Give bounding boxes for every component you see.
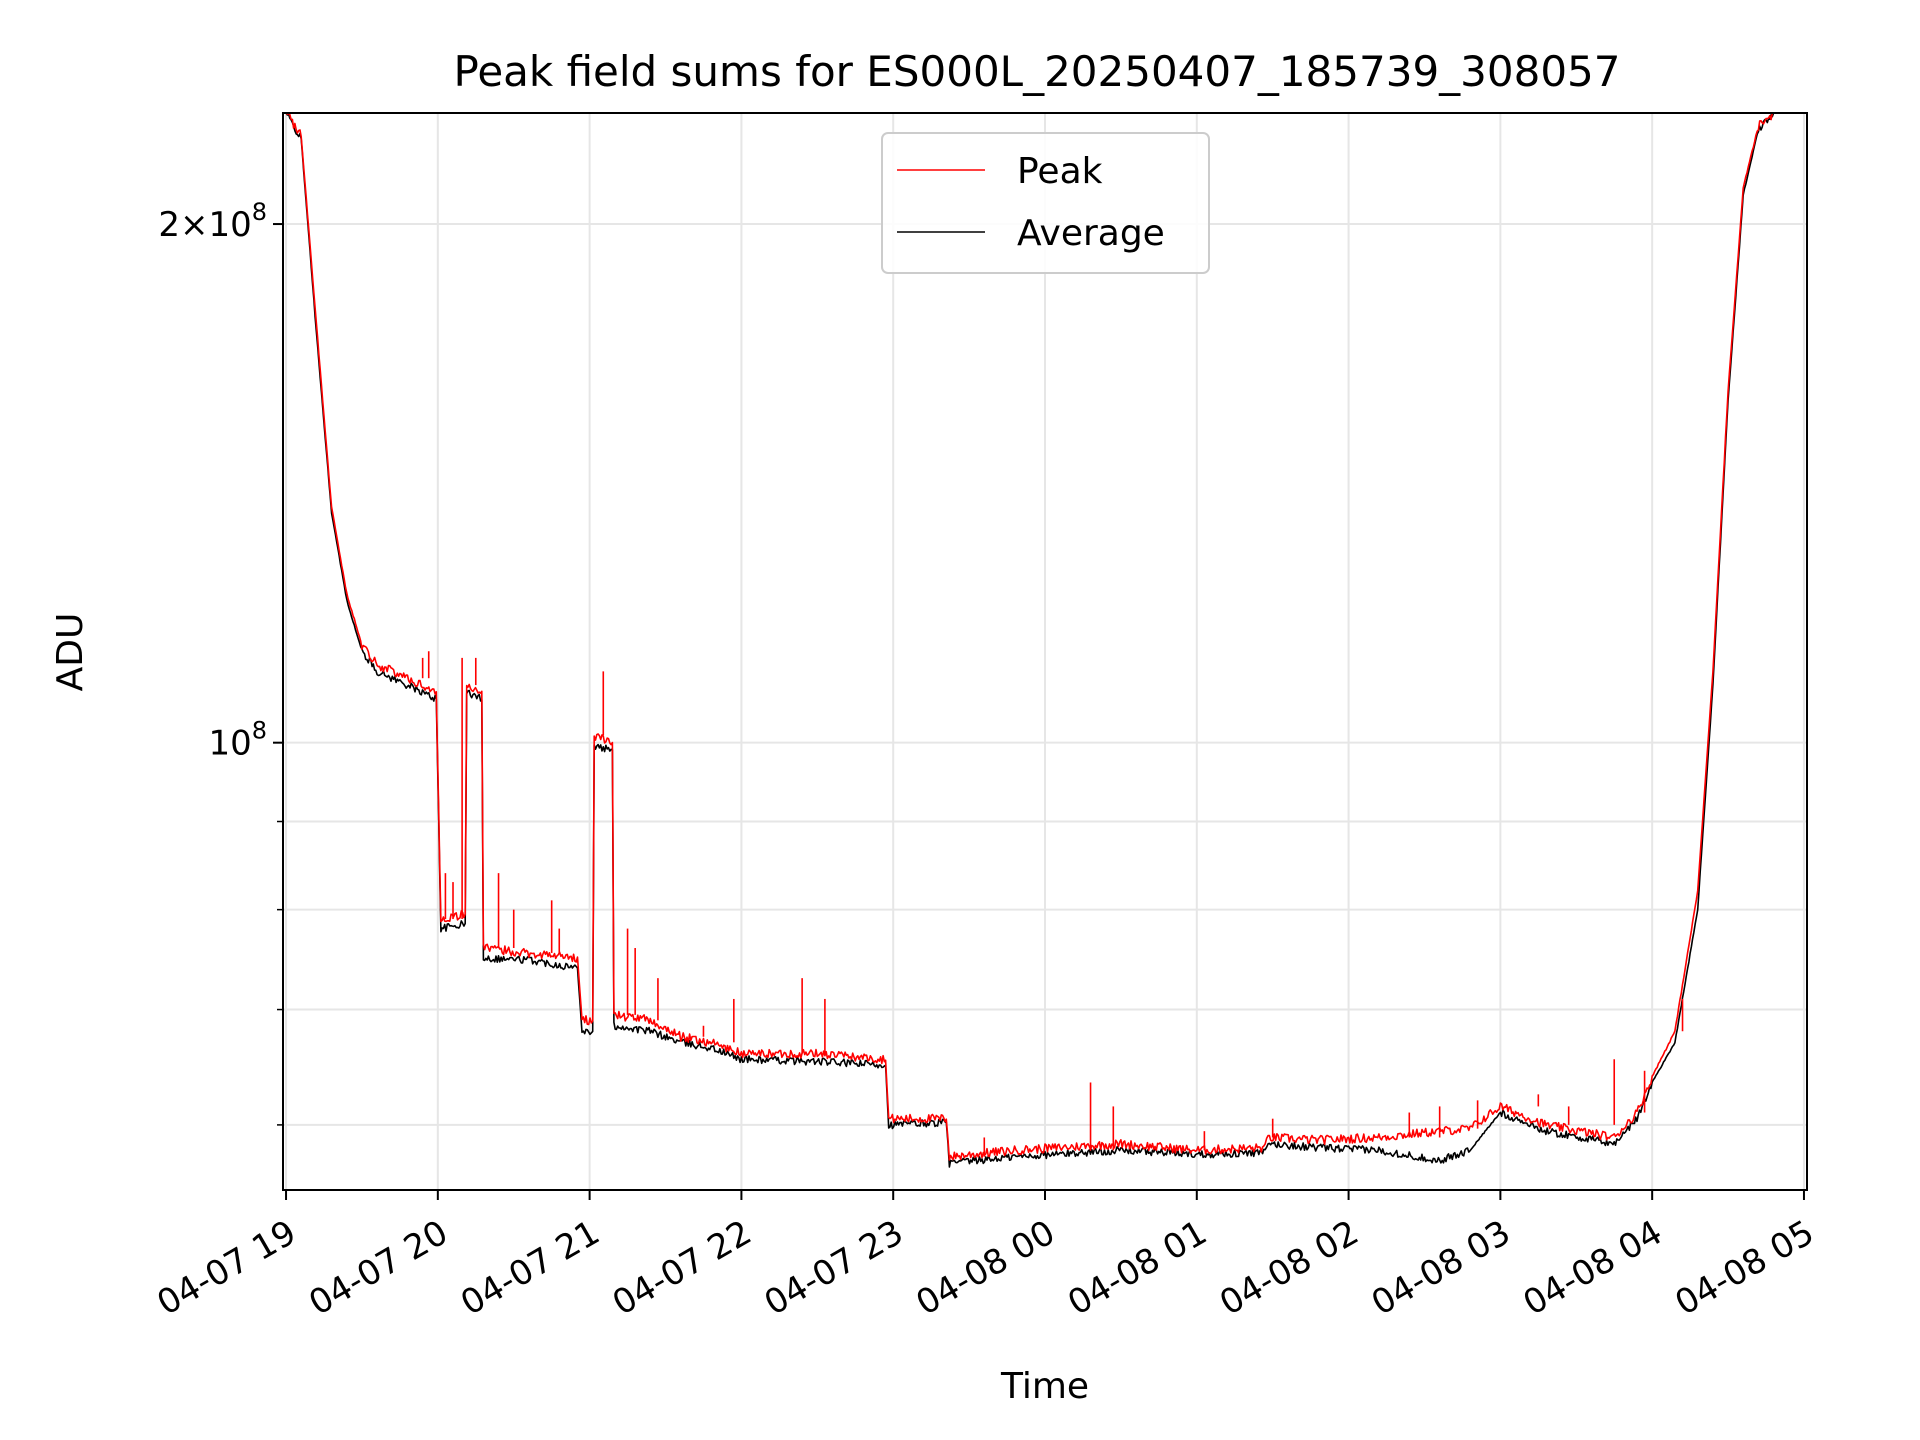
y-axis: 108 2×108 — [158, 198, 283, 1126]
y-axis-label: ADU — [50, 613, 91, 692]
chart-title: Peak field sums for ES000L_20250407_1857… — [454, 47, 1621, 96]
series-average-line — [285, 112, 1775, 1168]
legend-box — [881, 132, 1210, 274]
x-axis-label: Time — [1000, 1366, 1089, 1407]
x-axis: 04-07 19 04-07 20 04-07 21 04-07 22 04-07 23… — [151, 1190, 1821, 1324]
x-tick-label: 04-07 22 — [606, 1213, 758, 1324]
grid — [283, 113, 1807, 1190]
x-tick-label: 04-07 20 — [302, 1213, 454, 1324]
x-tick-label: 04-08 01 — [1061, 1213, 1213, 1324]
x-tick-label: 04-08 02 — [1213, 1213, 1365, 1324]
x-tick-label: 04-07 19 — [151, 1213, 303, 1324]
legend-label-average: Average — [1017, 213, 1165, 254]
series-layer — [285, 112, 1775, 1168]
x-tick-label: 04-07 21 — [454, 1213, 606, 1324]
y-tick-label: 108 — [208, 717, 267, 764]
x-tick-label: 04-08 05 — [1668, 1213, 1820, 1324]
x-tick-label: 04-08 03 — [1365, 1213, 1517, 1324]
series-peak-line — [285, 112, 1774, 1161]
x-tick-label: 04-07 23 — [758, 1213, 910, 1324]
legend: Peak Average — [881, 132, 1210, 274]
x-tick-label: 04-08 04 — [1517, 1213, 1669, 1324]
x-tick-label: 04-08 00 — [910, 1213, 1062, 1324]
legend-label-peak: Peak — [1017, 151, 1103, 192]
y-tick-label: 2×108 — [158, 198, 267, 245]
